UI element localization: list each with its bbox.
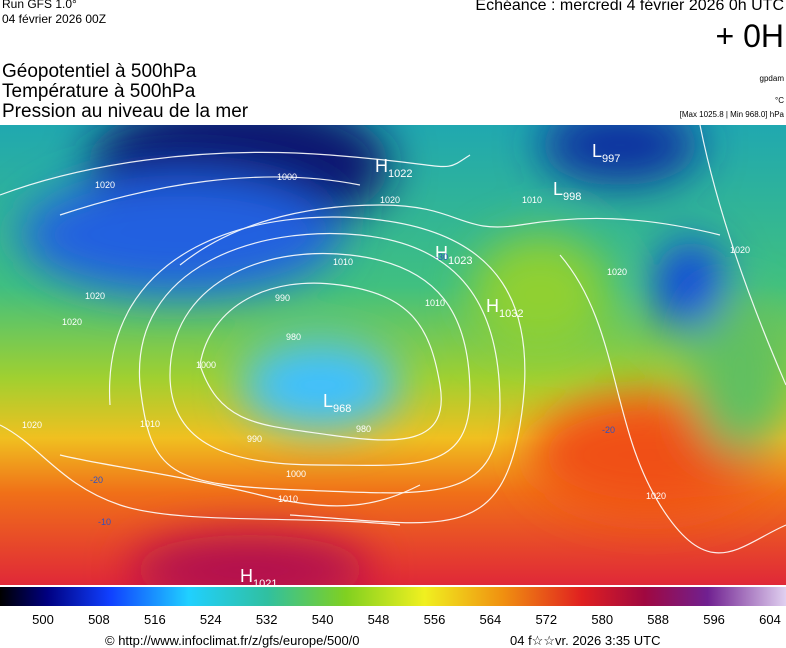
isobar-label: 990 bbox=[247, 434, 262, 444]
footer-url: © http://www.infoclimat.fr/z/gfs/europe/… bbox=[105, 633, 360, 648]
colorbar-label: 572 bbox=[535, 612, 557, 627]
map: H1022L997L998H1023H1032L968H102110201000… bbox=[0, 125, 786, 585]
unit: gpdam bbox=[759, 74, 784, 83]
isobar-label: 1020 bbox=[85, 291, 105, 301]
isobars bbox=[0, 125, 786, 554]
isobar-label: 1000 bbox=[196, 360, 216, 370]
colorbar-label: 580 bbox=[591, 612, 613, 627]
isobar-label: 1010 bbox=[333, 257, 353, 267]
temperature-label: -10 bbox=[98, 517, 111, 527]
isobar-label: 1010 bbox=[522, 195, 542, 205]
pressure-center: L998 bbox=[553, 179, 581, 203]
isobar-label: 1020 bbox=[95, 180, 115, 190]
run: Run GFS 1.0° bbox=[2, 0, 77, 11]
unit: °C bbox=[775, 96, 784, 105]
pressure-center: L968 bbox=[323, 391, 351, 415]
colorbar-label: 524 bbox=[200, 612, 222, 627]
center-value: 997 bbox=[602, 153, 620, 165]
colorbar-label: 508 bbox=[88, 612, 110, 627]
center-value: 1022 bbox=[388, 168, 412, 180]
isobar-label: 1020 bbox=[730, 245, 750, 255]
pressure-center: H1023 bbox=[435, 243, 472, 267]
colorbar-label: 516 bbox=[144, 612, 166, 627]
isobar-label: 1020 bbox=[62, 317, 82, 327]
center-value: 1032 bbox=[499, 308, 523, 320]
colorbar bbox=[0, 587, 786, 606]
colorbar-label: 588 bbox=[647, 612, 669, 627]
colorbar-label: 556 bbox=[424, 612, 446, 627]
run-date: 04 février 2026 00Z bbox=[2, 12, 107, 26]
colorbar-label: 500 bbox=[32, 612, 54, 627]
center-value: 998 bbox=[563, 191, 581, 203]
temperature-label: -20 bbox=[90, 475, 103, 485]
isobar-label: 1000 bbox=[277, 172, 297, 182]
colorbar-label: 532 bbox=[256, 612, 278, 627]
center-letter: L bbox=[553, 179, 563, 199]
isobar-label: 990 bbox=[275, 293, 290, 303]
center-letter: H bbox=[435, 243, 448, 263]
colorbar-label: 604 bbox=[759, 612, 781, 627]
echeance: Echéance : mercredi 4 février 2026 0h UT… bbox=[475, 0, 784, 14]
title: Géopotentiel à 500hPa bbox=[2, 61, 197, 82]
center-letter: L bbox=[323, 391, 333, 411]
isobar-label: 1020 bbox=[607, 267, 627, 277]
isobar-label: 1000 bbox=[286, 469, 306, 479]
center-value: 968 bbox=[333, 403, 351, 415]
colorbar-label: 540 bbox=[312, 612, 334, 627]
isobar-label: 1010 bbox=[425, 298, 445, 308]
isobar-label: 980 bbox=[356, 424, 371, 434]
colorbar-label: 596 bbox=[703, 612, 725, 627]
offset: + 0H bbox=[715, 18, 784, 54]
pressure-center: H1022 bbox=[375, 156, 412, 180]
title: Température à 500hPa bbox=[2, 81, 196, 102]
colorbar-area: 500 508 516 524 532 540 548 556 564 572 580 588 596 6… bbox=[0, 587, 786, 648]
center-value: 1023 bbox=[448, 255, 472, 267]
center-letter: L bbox=[592, 141, 602, 161]
footer-time: 04 f☆☆vr. 2026 3:35 UTC bbox=[510, 633, 661, 648]
center-letter: H bbox=[486, 296, 499, 316]
isobar-label: 1020 bbox=[380, 195, 400, 205]
temperature-label: -30 bbox=[435, 252, 448, 262]
colorbar-label: 548 bbox=[368, 612, 390, 627]
pressure-center: L997 bbox=[592, 141, 620, 165]
temperature-label: -20 bbox=[602, 425, 615, 435]
center-letter: H bbox=[240, 566, 253, 585]
pressure-center: H1032 bbox=[486, 296, 523, 320]
isobar-label: 1010 bbox=[278, 494, 298, 504]
title: Pression au niveau de la mer bbox=[2, 101, 249, 122]
colorbar-label: 564 bbox=[480, 612, 502, 627]
center-letter: H bbox=[375, 156, 388, 176]
isobar-label: 980 bbox=[286, 332, 301, 342]
pressure-center: H1021 bbox=[240, 566, 277, 585]
center-value: 1021 bbox=[253, 578, 277, 585]
unit: [Max 1025.8 | Min 968.0] hPa bbox=[679, 110, 784, 119]
isobar-label: 1020 bbox=[22, 420, 42, 430]
isobar-label: 1020 bbox=[646, 491, 666, 501]
isobar-label: 1010 bbox=[140, 419, 160, 429]
